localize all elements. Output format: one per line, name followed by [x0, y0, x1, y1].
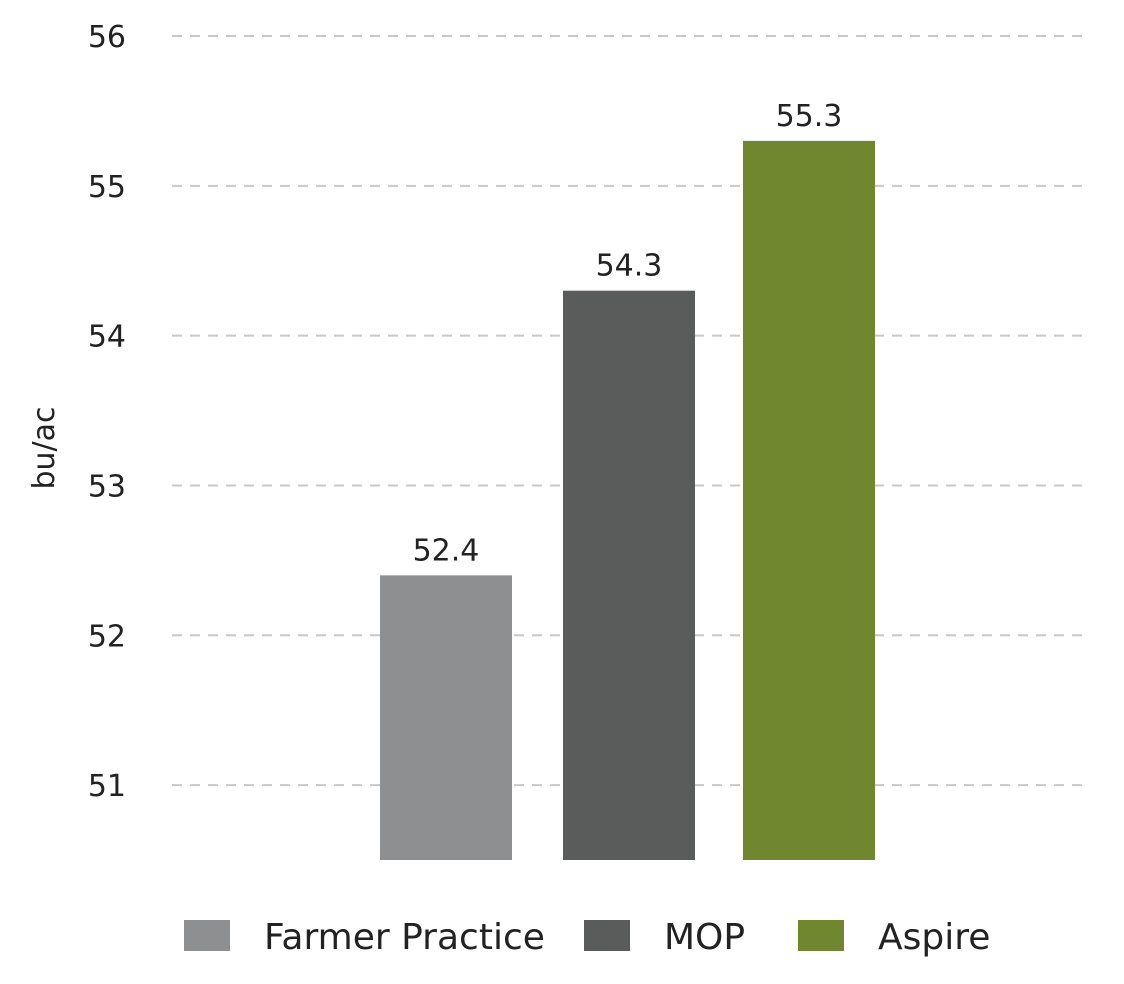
bar-mop	[563, 290, 695, 860]
legend-label-aspire: Aspire	[878, 917, 990, 958]
legend-label-mop: MOP	[664, 917, 745, 958]
bar-farmer-practice	[380, 575, 512, 860]
y-tick-label-53: 53	[88, 469, 126, 504]
legend-label-farmer-practice: Farmer Practice	[264, 917, 545, 958]
y-axis-title: bu/ac	[27, 406, 62, 489]
y-tick-label-52: 52	[88, 619, 126, 654]
data-label-farmer-practice: 52.4	[413, 533, 480, 568]
y-tick-label-55: 55	[88, 170, 126, 205]
data-label-mop: 54.3	[596, 249, 663, 284]
legend: Farmer Practice MOP Aspire	[184, 917, 990, 958]
legend-swatch-farmer-practice	[184, 920, 230, 951]
y-axis-ticks: 51 52 53 54 55 56	[88, 20, 126, 804]
bar-aspire	[743, 140, 875, 860]
legend-swatch-mop	[584, 920, 630, 951]
data-label-aspire: 55.3	[776, 99, 843, 134]
legend-swatch-aspire	[798, 920, 844, 951]
y-tick-label-51: 51	[88, 769, 126, 804]
bars	[380, 140, 875, 860]
data-labels: 52.4 54.3 55.3	[413, 99, 843, 568]
y-tick-label-54: 54	[88, 320, 126, 355]
y-tick-label-56: 56	[88, 20, 126, 55]
